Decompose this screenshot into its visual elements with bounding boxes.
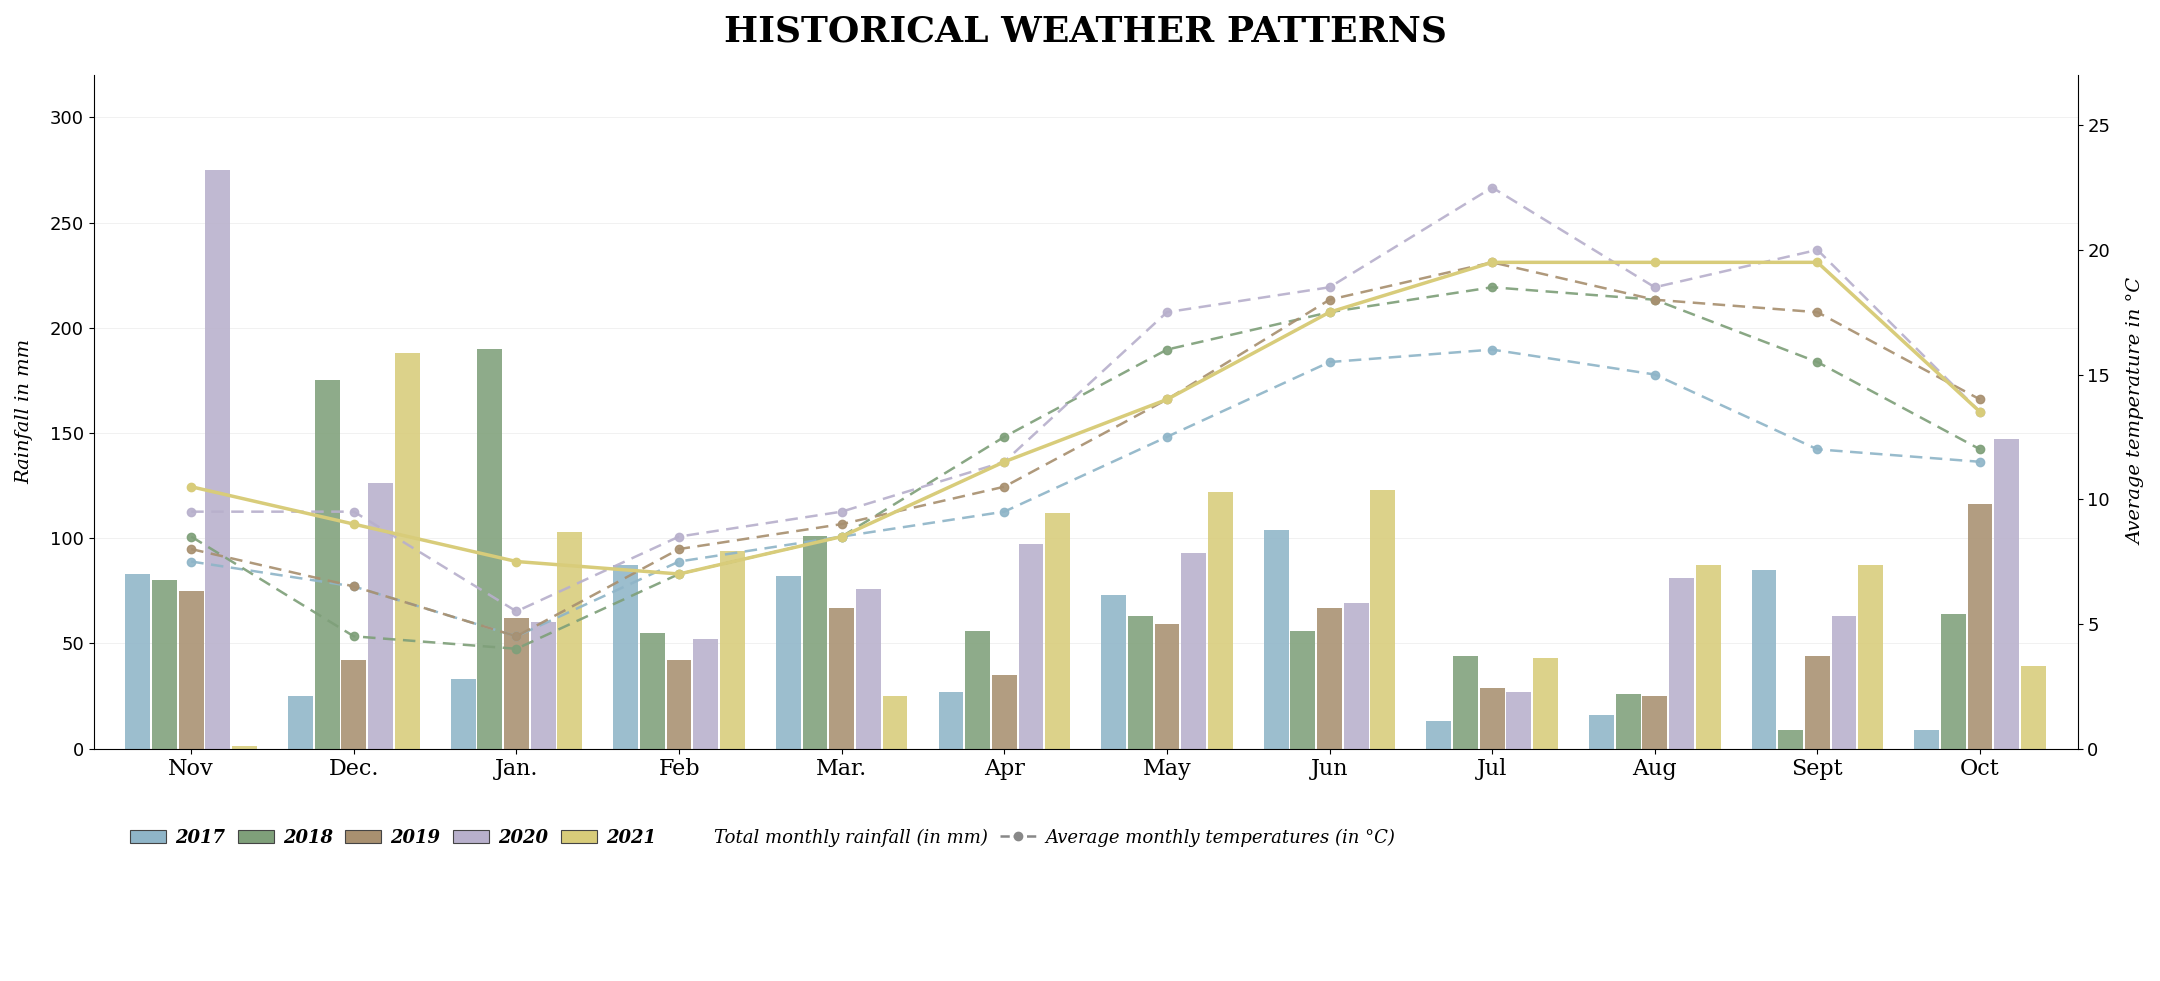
Bar — [1207, 491, 1233, 749]
Bar — [151, 580, 177, 749]
Bar — [1534, 658, 1557, 749]
Bar — [1264, 530, 1290, 749]
Bar — [775, 576, 801, 749]
Bar — [179, 591, 203, 749]
Bar — [829, 607, 853, 749]
Legend: 2017, 2018, 2019, 2020, 2021, Total monthly rainfall (in mm), Average monthly te: 2017, 2018, 2019, 2020, 2021, Total mont… — [123, 821, 1402, 853]
Bar — [1994, 439, 2020, 749]
Bar — [1616, 694, 1642, 749]
Bar — [1778, 730, 1804, 749]
Bar — [1696, 565, 1722, 749]
Bar — [315, 381, 339, 749]
Bar — [1968, 504, 1992, 749]
Bar — [341, 660, 367, 749]
Y-axis label: Rainfall in mm: Rainfall in mm — [15, 339, 32, 485]
Bar — [125, 574, 151, 749]
Bar — [1426, 721, 1452, 749]
Bar — [1369, 490, 1395, 749]
Bar — [1832, 616, 1855, 749]
Bar — [1480, 688, 1506, 749]
Bar — [940, 692, 963, 749]
Bar — [1752, 570, 1776, 749]
Bar — [966, 631, 989, 749]
Bar — [477, 349, 501, 749]
Bar — [804, 536, 827, 749]
Bar — [883, 696, 907, 749]
Bar — [2022, 666, 2046, 749]
Bar — [639, 633, 665, 749]
Bar — [1102, 594, 1125, 749]
Bar — [531, 622, 555, 749]
Bar — [613, 565, 637, 749]
Bar — [1454, 656, 1477, 749]
Bar — [1942, 614, 1966, 749]
Bar — [693, 640, 717, 749]
Bar — [1506, 692, 1531, 749]
Bar — [205, 170, 231, 749]
Bar — [1806, 656, 1830, 749]
Bar — [1670, 578, 1693, 749]
Bar — [367, 484, 393, 749]
Bar — [1045, 513, 1069, 749]
Bar — [451, 679, 475, 749]
Bar — [1914, 730, 1940, 749]
Bar — [991, 675, 1017, 749]
Bar — [1642, 696, 1668, 749]
Bar — [1290, 631, 1315, 749]
Bar — [395, 353, 419, 749]
Y-axis label: Average temperature in °C: Average temperature in °C — [2128, 279, 2145, 545]
Bar — [1020, 544, 1043, 749]
Bar — [287, 696, 313, 749]
Bar — [855, 589, 881, 749]
Bar — [1182, 553, 1205, 749]
Bar — [557, 532, 583, 749]
Bar — [1858, 565, 1884, 749]
Bar — [1344, 603, 1369, 749]
Bar — [1318, 607, 1341, 749]
Bar — [1156, 624, 1179, 749]
Bar — [667, 660, 691, 749]
Title: HISTORICAL WEATHER PATTERNS: HISTORICAL WEATHER PATTERNS — [724, 15, 1447, 49]
Bar — [503, 618, 529, 749]
Bar — [1128, 616, 1153, 749]
Bar — [231, 747, 257, 749]
Bar — [1590, 715, 1614, 749]
Bar — [719, 550, 745, 749]
